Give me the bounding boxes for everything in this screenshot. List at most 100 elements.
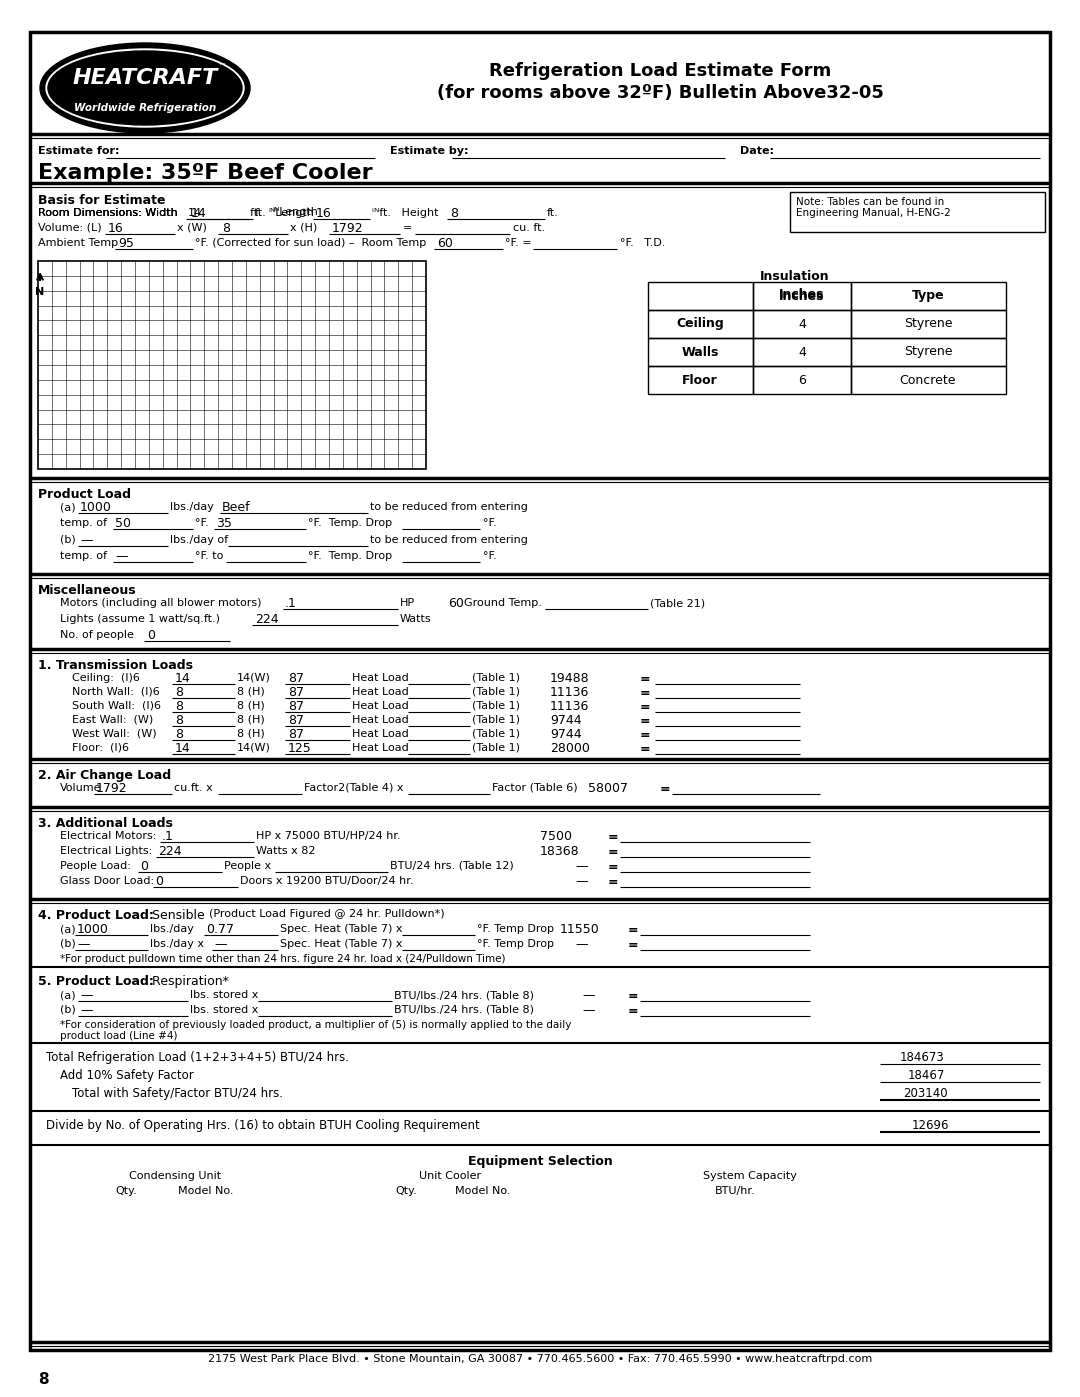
Text: Ceiling: Ceiling [676,317,724,331]
Text: N: N [35,286,44,298]
Text: Respiration*: Respiration* [148,975,229,988]
Text: Equipment Selection: Equipment Selection [468,1155,612,1168]
Text: 9744: 9744 [550,728,582,740]
Text: 1792: 1792 [332,222,364,235]
Text: 0: 0 [140,861,148,873]
Text: 14: 14 [191,207,206,219]
Text: Room Dimensions: Width: Room Dimensions: Width [38,208,178,218]
Text: Heat Load: Heat Load [352,673,408,683]
Text: Room Dimensions: Width: Room Dimensions: Width [38,208,178,218]
Text: ™: ™ [218,61,227,70]
Text: East Wall:  (W): East Wall: (W) [72,715,153,725]
Text: 12696: 12696 [912,1119,949,1132]
Text: °F. (Corrected for sun load) –  Room Temp: °F. (Corrected for sun load) – Room Temp [195,237,427,249]
Bar [753,282,851,310]
Text: to be reduced from entering: to be reduced from entering [370,502,528,511]
Text: 3. Additional Loads: 3. Additional Loads [38,817,173,830]
Text: =: = [608,876,619,888]
Text: —: — [80,1004,93,1017]
Text: Walls: Walls [681,345,718,359]
Text: —: — [575,937,588,951]
Text: 18467: 18467 [908,1069,945,1083]
Text: No. of people: No. of people [60,630,134,640]
Text: Electrical Motors:: Electrical Motors: [60,831,157,841]
Text: HP: HP [400,598,415,608]
Text: 125: 125 [288,742,312,754]
Text: 87: 87 [288,700,303,712]
Text: 8: 8 [175,686,183,698]
Text: =: = [608,847,619,859]
Text: —: — [77,937,90,951]
Text: BTU/24 hrs. (Table 12): BTU/24 hrs. (Table 12) [390,861,514,870]
Text: BTU/lbs./24 hrs. (Table 8): BTU/lbs./24 hrs. (Table 8) [394,990,534,1000]
Text: Product Load: Product Load [38,488,131,502]
Text: lbs./day: lbs./day [150,923,194,935]
Text: HEATCRAFT: HEATCRAFT [72,68,218,88]
Text: System Capacity: System Capacity [703,1171,797,1180]
Text: lbs./day x: lbs./day x [150,939,204,949]
Text: 50: 50 [114,517,131,529]
Text: West Wall:  (W): West Wall: (W) [72,729,157,739]
Text: Date:: Date: [740,147,774,156]
Text: 9744: 9744 [550,714,582,726]
Text: =: = [608,861,619,875]
Text: 14(W): 14(W) [237,743,271,753]
Text: Room Dimensions: Width: Room Dimensions: Width [38,208,178,218]
Text: =: = [640,673,650,686]
Text: Ceiling:  (I)6: Ceiling: (I)6 [72,673,140,683]
Text: South Wall:  (I)6: South Wall: (I)6 [72,701,161,711]
Text: 8: 8 [175,700,183,712]
Text: 35: 35 [216,517,232,529]
Text: Spec. Heat (Table 7) x: Spec. Heat (Table 7) x [280,923,403,935]
Text: (a): (a) [60,990,76,1000]
Text: Estimate by:: Estimate by: [390,147,469,156]
Bar [851,282,1005,310]
Text: 14: 14 [188,208,202,218]
Text: ft.: ft. [249,208,269,218]
Text: °F.: °F. [195,518,208,528]
Text: (Table 1): (Table 1) [472,743,519,753]
Text: temp. of: temp. of [60,550,107,562]
Bar [753,338,851,366]
Text: (Table 1): (Table 1) [472,701,519,711]
Text: °F. =: °F. = [505,237,531,249]
Text: Miscellaneous: Miscellaneous [38,584,137,597]
Text: Heat Load: Heat Load [352,687,408,697]
Text: °F. Temp Drop: °F. Temp Drop [477,923,554,935]
Text: 2. Air Change Load: 2. Air Change Load [38,768,171,782]
Text: 5. Product Load:: 5. Product Load: [38,975,153,988]
Text: (a): (a) [60,502,76,511]
Text: People x: People x [224,861,271,870]
Text: 11136: 11136 [550,686,590,698]
Text: Model No.: Model No. [455,1186,511,1196]
Text: ft.: ft. [255,208,267,218]
Text: (for rooms above 32ºF) Bulletin Above32-05: (for rooms above 32ºF) Bulletin Above32-… [436,84,883,102]
Text: 8: 8 [222,222,230,235]
Text: 1000: 1000 [80,502,112,514]
Text: BTU/lbs./24 hrs. (Table 8): BTU/lbs./24 hrs. (Table 8) [394,1004,534,1016]
Text: 0: 0 [147,629,156,643]
Text: 18368: 18368 [540,845,580,858]
Text: (b): (b) [60,939,76,949]
Text: *For consideration of previously loaded product, a multiplier of (5) is normally: *For consideration of previously loaded … [60,1020,571,1030]
Text: 8: 8 [450,207,458,219]
Text: Condensing Unit: Condensing Unit [129,1171,221,1180]
Text: Styrene: Styrene [904,345,953,359]
Text: Volume: Volume [60,782,102,793]
Text: x (H): x (H) [291,224,318,233]
Text: Engineering Manual, H-ENG-2: Engineering Manual, H-ENG-2 [796,208,950,218]
Text: .1: .1 [162,830,174,842]
Text: —: — [582,1004,594,1017]
Text: °F. Temp Drop: °F. Temp Drop [477,939,554,949]
Text: °F.: °F. [483,518,497,528]
Text: Ambient Temp: Ambient Temp [38,237,118,249]
Text: 224: 224 [158,845,181,858]
Text: ⁱᴺLength: ⁱᴺLength [268,208,314,218]
Text: product load (Line #4): product load (Line #4) [60,1031,177,1041]
Text: Insulation: Insulation [760,270,829,284]
Text: °F.  Temp. Drop: °F. Temp. Drop [308,518,392,528]
Text: 60: 60 [448,597,464,610]
Text: Watts x 82: Watts x 82 [256,847,315,856]
Text: —: — [582,989,594,1002]
Text: Concrete: Concrete [900,373,956,387]
